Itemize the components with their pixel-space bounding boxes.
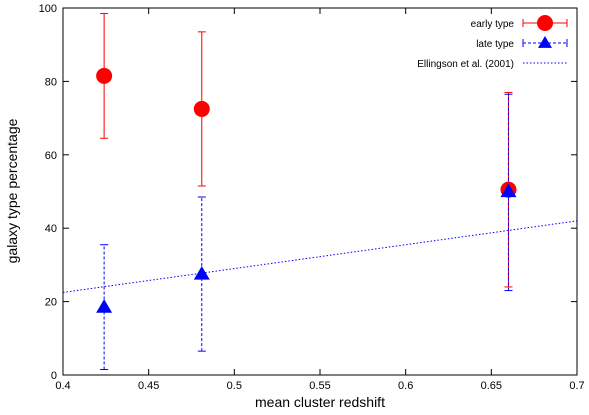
x-tick-label: 0.65 [481, 380, 502, 392]
ellingson-fit-line [62, 220, 578, 293]
early-type-point [193, 100, 210, 117]
x-tick-label: 0.45 [138, 380, 159, 392]
late-type-point [96, 299, 113, 313]
legend-triangle-marker [538, 36, 552, 48]
early-type-point [96, 67, 113, 84]
y-axis-title: galaxy type percentage [4, 118, 20, 263]
y-tick-label: 80 [45, 76, 57, 88]
y-tick-label: 0 [51, 370, 57, 382]
x-tick-label: 0.55 [309, 380, 330, 392]
legend-label: late type [476, 39, 514, 50]
legend-label: Ellingson et al. (2001) [417, 59, 514, 70]
y-tick-label: 40 [45, 223, 57, 235]
late-type-point [193, 266, 210, 280]
legend-circle-marker [537, 15, 553, 31]
x-tick-label: 0.6 [398, 380, 413, 392]
y-tick-label: 60 [45, 150, 57, 162]
x-tick-label: 0.5 [227, 380, 242, 392]
x-axis-title: mean cluster redshift [255, 394, 385, 410]
y-tick-label: 100 [39, 3, 57, 15]
y-tick-label: 20 [45, 297, 57, 309]
x-tick-label: 0.4 [55, 380, 70, 392]
x-tick-label: 0.7 [569, 380, 584, 392]
legend-label: early type [471, 19, 515, 30]
late-type-point [500, 183, 517, 198]
